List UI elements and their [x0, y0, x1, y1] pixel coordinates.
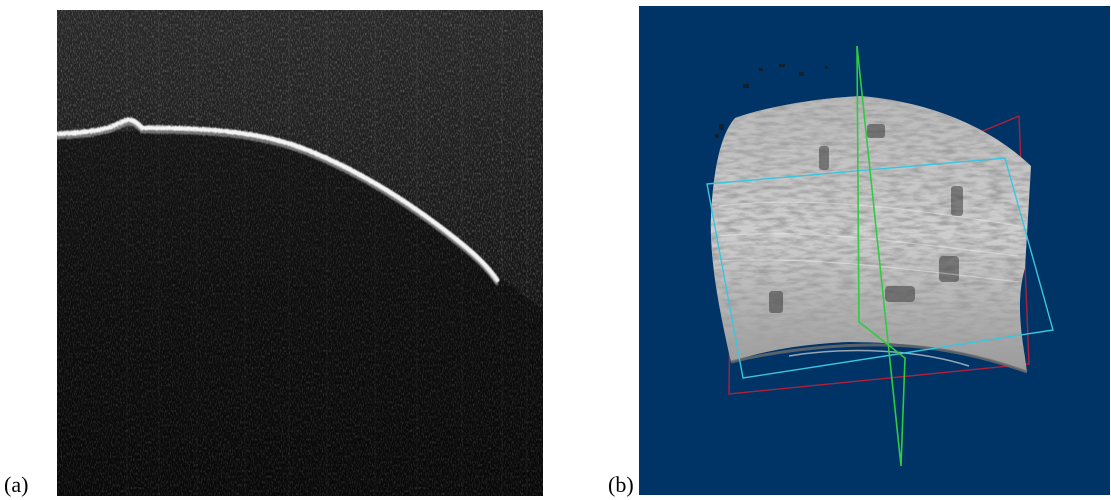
oct-bscan-image: [57, 10, 543, 496]
volume-render-svg: [706, 45, 1054, 467]
oct-bscan-svg: [57, 10, 543, 496]
volume-render-image: [639, 6, 1110, 495]
panel-label-a: (a): [4, 472, 29, 497]
panel-label-b: (b): [608, 472, 634, 497]
